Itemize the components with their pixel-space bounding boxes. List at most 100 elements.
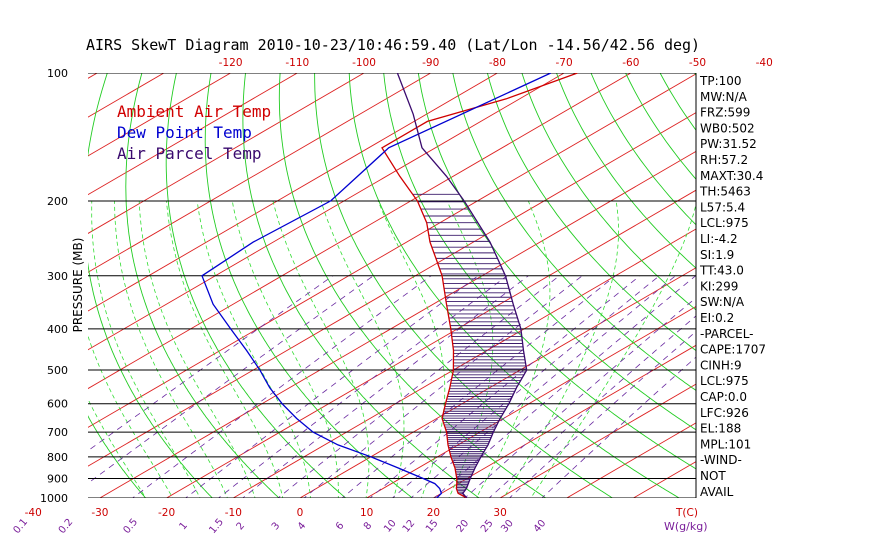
chart-title: AIRS SkewT Diagram 2010-10-23/10:46:59.4…	[86, 36, 700, 54]
pressure-tick-label: 600	[47, 398, 68, 411]
dry-adiabat-line	[452, 73, 696, 391]
stat-item: CAP:0.0	[700, 390, 747, 404]
bottom-temp-tick-label: -20	[158, 507, 175, 519]
mixing-ratio-line	[242, 275, 529, 498]
mixing-ratio-line	[464, 297, 696, 498]
mixing-ratio-axis-label: W(g/kg)	[664, 520, 708, 533]
mixing-ratio-line	[433, 275, 696, 498]
dry-adiabat-line	[165, 73, 347, 498]
stat-item: SI:1.9	[700, 248, 734, 262]
stat-item: TT:43.0	[699, 264, 744, 278]
dry-adiabat-line	[792, 64, 870, 508]
mixing-ratio-tick-label: 25	[479, 518, 496, 535]
mixing-ratio-line	[508, 330, 696, 498]
top-temp-tick-label: -100	[352, 57, 376, 69]
mixing-ratio-tick-label: 30	[499, 518, 516, 535]
dry-adiabat-line	[314, 73, 614, 498]
moist-adiabat-line	[530, 202, 696, 498]
dry-adiabat-line	[125, 73, 280, 498]
profile-lines	[201, 73, 578, 498]
mixing-ratio-line	[369, 275, 641, 498]
isotherm-line	[88, 73, 565, 351]
dry-adiabat-line	[278, 73, 547, 498]
stat-item: PW:31.52	[700, 137, 757, 151]
stat-item: -PARCEL-	[700, 327, 754, 341]
mixing-ratio-tick-label: 0.2	[57, 517, 76, 536]
bottom-temp-tick-label: 20	[427, 507, 440, 519]
isotherm-line	[365, 306, 696, 498]
mixing-ratio-tick-label: 3	[270, 520, 283, 532]
bottom-temp-tick-label: 30	[493, 507, 506, 519]
mixing-ratio-line	[88, 275, 374, 484]
moist-adiabat-line	[503, 200, 619, 498]
isotherm-line	[88, 73, 365, 234]
mixing-ratio-tick-label: 10	[382, 518, 399, 535]
isotherm-line	[88, 112, 696, 467]
moist-adiabat-line	[114, 200, 228, 498]
mixing-ratio-tick-label: 4	[296, 520, 309, 532]
moist-adiabat-line	[138, 200, 256, 498]
mixing-ratio-line	[488, 315, 696, 498]
stat-item: LI:-4.2	[700, 232, 738, 246]
top-temp-tick-label: -120	[219, 57, 243, 69]
pressure-tick-label: 300	[47, 270, 68, 283]
dry-adiabat-line	[826, 64, 870, 508]
dry-adiabat-line	[88, 415, 147, 498]
legend-entry: Ambient Air Temp	[117, 102, 271, 121]
mixing-ratio-line	[217, 275, 508, 498]
parcel-temp-line	[396, 73, 528, 498]
stat-item: EI:0.2	[700, 311, 734, 325]
dry-adiabat-line	[383, 73, 696, 470]
pressure-tick-label: 200	[47, 195, 68, 208]
bottom-temp-tick-label: 10	[360, 507, 373, 519]
isotherm-line	[299, 267, 696, 498]
isotherm-line	[0, 64, 47, 508]
stat-item: -WIND-	[700, 453, 742, 467]
legend: Ambient Air Temp Dew Point Temp Air Parcel…	[117, 102, 271, 163]
stat-item: LCL:975	[700, 374, 749, 388]
mixing-ratio-tick-label: 0.5	[121, 517, 140, 536]
mixing-ratio-tick-label: 20	[455, 518, 472, 535]
stat-item: AVAIL	[700, 485, 734, 499]
mixing-ratio-tick-label: 1.5	[207, 517, 226, 536]
stat-item: EL:188	[700, 422, 741, 436]
bottom-temp-tick-label: -40	[25, 507, 42, 519]
grid-lines	[0, 64, 870, 508]
dry-adiabat-line	[757, 64, 870, 508]
bottom-temp-tick-label: -30	[91, 507, 108, 519]
stat-item: SW:N/A	[700, 295, 745, 309]
dewpoint-temp-line	[201, 73, 552, 498]
stat-item: LCL:975	[700, 216, 749, 230]
isotherm-line	[88, 73, 632, 390]
legend-entry: Air Parcel Temp	[117, 144, 262, 163]
mixing-ratio-tick-label: 15	[424, 518, 441, 535]
top-temp-tick-label: -110	[285, 57, 309, 69]
moist-adiabat-line	[320, 200, 405, 498]
stat-item: MAXT:30.4	[700, 169, 763, 183]
isotherm-line	[232, 228, 696, 498]
stat-item: NOT	[700, 469, 726, 483]
dry-adiabat-line	[486, 73, 696, 352]
ambient-temp-line	[381, 73, 578, 498]
pressure-tick-label: 900	[47, 473, 68, 486]
isotherm-line	[88, 73, 299, 196]
dry-adiabat-line	[242, 73, 480, 498]
mixing-ratio-tick-label: 12	[401, 518, 418, 535]
stat-item: MPL:101	[700, 437, 751, 451]
stat-item: MW:N/A	[700, 90, 748, 104]
mixing-ratio-line	[410, 275, 676, 498]
dry-adiabat-line	[348, 73, 681, 498]
mixing-ratio-line	[185, 275, 479, 498]
stat-item: FRZ:599	[700, 106, 750, 120]
mixing-ratio-tick-label: 6	[334, 520, 347, 532]
isotherm-line	[88, 73, 99, 79]
mixing-ratio-line	[391, 275, 660, 498]
mixing-ratio-tick-label: 0.1	[11, 517, 30, 536]
pressure-tick-label: 500	[47, 364, 68, 377]
stat-item: KI:299	[700, 279, 738, 293]
stat-item: TH:5463	[699, 185, 751, 199]
stat-item: RH:57.2	[700, 153, 748, 167]
